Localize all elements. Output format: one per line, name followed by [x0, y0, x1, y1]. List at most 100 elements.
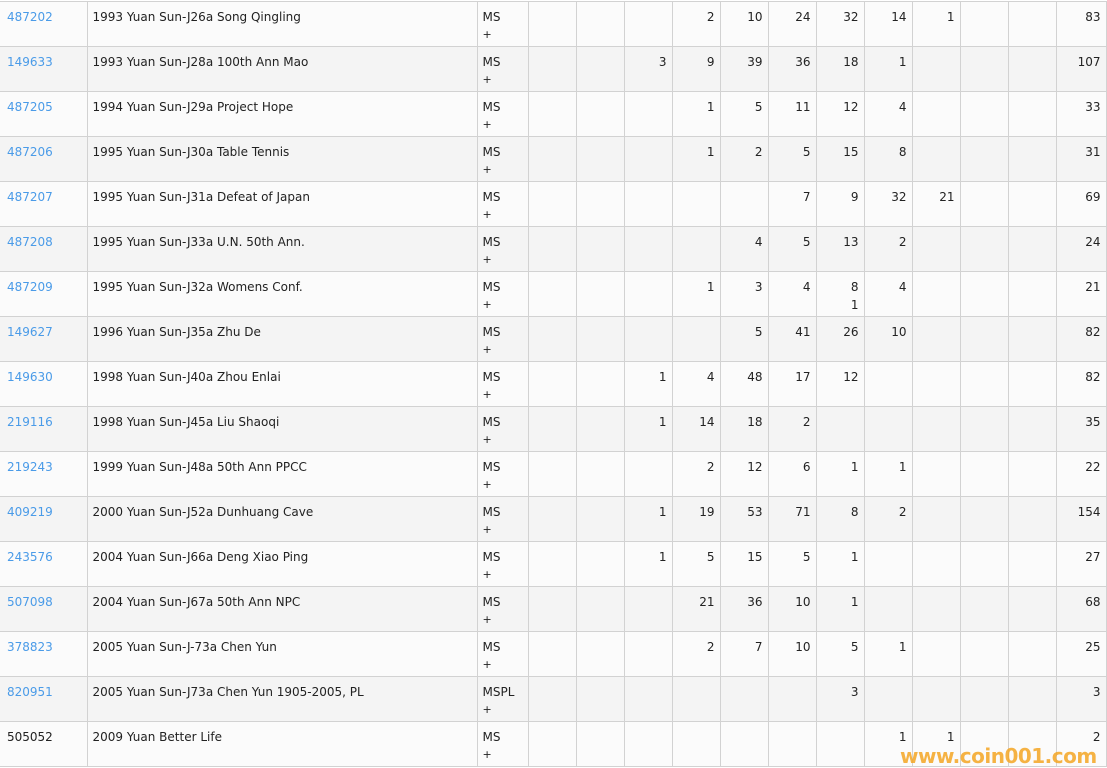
grade-count-cell: 12: [815, 91, 865, 137]
grade-count-cell: [575, 496, 625, 542]
grade-count-cell: 36: [767, 46, 817, 92]
coin-id-link[interactable]: 487207: [7, 190, 53, 204]
total-cell: 83: [1055, 1, 1107, 47]
plus-grade-label: +: [482, 748, 492, 761]
plus-grade-label: +: [482, 253, 492, 266]
grade-count-cell: 4: [767, 271, 817, 317]
grade-count-cell: 1: [863, 451, 913, 497]
grade-count-cell: 5: [719, 316, 769, 362]
table-row: 487206 1995 Yuan Sun-J30a Table Tennis MS +…: [0, 136, 1107, 182]
coin-id-link[interactable]: 487205: [7, 100, 53, 114]
grade-count-cell: [1007, 316, 1057, 362]
total-cell: 3: [1055, 676, 1107, 722]
coin-id-link[interactable]: 487202: [7, 10, 53, 24]
id-cell: 243576: [0, 541, 88, 587]
coin-id-link[interactable]: 149630: [7, 370, 53, 384]
coin-id-link[interactable]: 487206: [7, 145, 53, 159]
grade-cell: MS +: [476, 316, 529, 362]
grade-count-cell: [527, 541, 577, 587]
grade-count-cell: [527, 226, 577, 272]
grade-count-cell: [623, 91, 673, 137]
grade-label: MS: [482, 325, 501, 339]
id-cell: 487206: [0, 136, 88, 182]
grade-count-cell: 5: [767, 541, 817, 587]
coin-name: 1995 Yuan Sun-J30a Table Tennis: [86, 136, 478, 182]
coin-id-link[interactable]: 149627: [7, 325, 53, 339]
coin-name: 2005 Yuan Sun-J73a Chen Yun 1905-2005, P…: [86, 676, 478, 722]
coin-name: 1995 Yuan Sun-J33a U.N. 50th Ann.: [86, 226, 478, 272]
grade-count-cell: 2: [671, 451, 721, 497]
coin-id-link[interactable]: 507098: [7, 595, 53, 609]
coin-id-link[interactable]: 378823: [7, 640, 53, 654]
table-row: 149633 1993 Yuan Sun-J28a 100th Ann Mao MS…: [0, 46, 1107, 92]
total-cell: 82: [1055, 316, 1107, 362]
grade-count-cell: [911, 586, 961, 632]
grade-count-cell: 26: [815, 316, 865, 362]
grade-cell: MS +: [476, 1, 529, 47]
coin-name: 1999 Yuan Sun-J48a 50th Ann PPCC: [86, 451, 478, 497]
grade-count-cell: [1007, 361, 1057, 407]
grade-count-cell: 5: [671, 541, 721, 587]
grade-label: MS: [482, 550, 501, 564]
coin-id-link[interactable]: 219116: [7, 415, 53, 429]
total-cell: 2: [1055, 721, 1107, 767]
grade-count-cell: 2: [671, 1, 721, 47]
coin-id-link[interactable]: 487208: [7, 235, 53, 249]
grade-label: MS: [482, 190, 501, 204]
plus-grade-label: +: [482, 568, 492, 581]
grade-count-cell: 3: [719, 271, 769, 317]
grade-count-cell: [527, 181, 577, 227]
grade-count-cell: [1007, 586, 1057, 632]
coin-id-link[interactable]: 487209: [7, 280, 53, 294]
total-cell: 24: [1055, 226, 1107, 272]
table-row: 409219 2000 Yuan Sun-J52a Dunhuang Cave MS…: [0, 496, 1107, 542]
grade-count-cell: [623, 1, 673, 47]
total-cell: 35: [1055, 406, 1107, 452]
grade-count-cell: 5: [767, 136, 817, 182]
grade-count-cell: 8: [863, 136, 913, 182]
grade-cell: MS +: [476, 181, 529, 227]
grade-count-cell: [911, 91, 961, 137]
grade-count-cell: [911, 631, 961, 677]
coin-id: 505052: [7, 730, 53, 744]
grade-count-cell: [575, 271, 625, 317]
grade-count-cell: 1: [623, 361, 673, 407]
grade-count-cell: [815, 721, 865, 767]
grade-count-cell: [671, 226, 721, 272]
grade-count-cell: 39: [719, 46, 769, 92]
grade-count-cell: [959, 91, 1009, 137]
grade-count-cell: 2: [863, 496, 913, 542]
total-cell: 22: [1055, 451, 1107, 497]
grade-count-cell: [623, 136, 673, 182]
table-row: 820951 2005 Yuan Sun-J73a Chen Yun 1905-2…: [0, 676, 1107, 722]
coin-name: 2005 Yuan Sun-J-73a Chen Yun: [86, 631, 478, 677]
grade-count-cell: [719, 181, 769, 227]
coin-id-link[interactable]: 409219: [7, 505, 53, 519]
grade-count-cell: 71: [767, 496, 817, 542]
grade-count-cell: [1007, 136, 1057, 182]
table-row: 507098 2004 Yuan Sun-J67a 50th Ann NPC MS +…: [0, 586, 1107, 632]
total-cell: 107: [1055, 46, 1107, 92]
coin-id-link[interactable]: 820951: [7, 685, 53, 699]
grade-count-cell: [911, 451, 961, 497]
total-cell: 33: [1055, 91, 1107, 137]
grade-count-cell: [527, 46, 577, 92]
grade-label: MSPL: [482, 685, 515, 699]
coin-id-link[interactable]: 243576: [7, 550, 53, 564]
coin-id-link[interactable]: 149633: [7, 55, 53, 69]
plus-grade-label: +: [482, 433, 492, 446]
grade-cell: MS +: [476, 586, 529, 632]
grade-count-cell: 10: [719, 1, 769, 47]
grade-count-cell: 2: [863, 226, 913, 272]
grade-count-cell: 7: [767, 181, 817, 227]
grade-count-cell: [527, 676, 577, 722]
grade-count-cell: [575, 721, 625, 767]
grade-count-cell: 12: [815, 361, 865, 407]
id-cell: 487205: [0, 91, 88, 137]
grade-count-cell: [575, 1, 625, 47]
grade-count-cell: [959, 181, 1009, 227]
grade-count-cell: 4: [719, 226, 769, 272]
grade-count-cell: 1: [815, 451, 865, 497]
coin-id-link[interactable]: 219243: [7, 460, 53, 474]
table-row: 487202 1993 Yuan Sun-J26a Song Qingling MS…: [0, 1, 1107, 47]
